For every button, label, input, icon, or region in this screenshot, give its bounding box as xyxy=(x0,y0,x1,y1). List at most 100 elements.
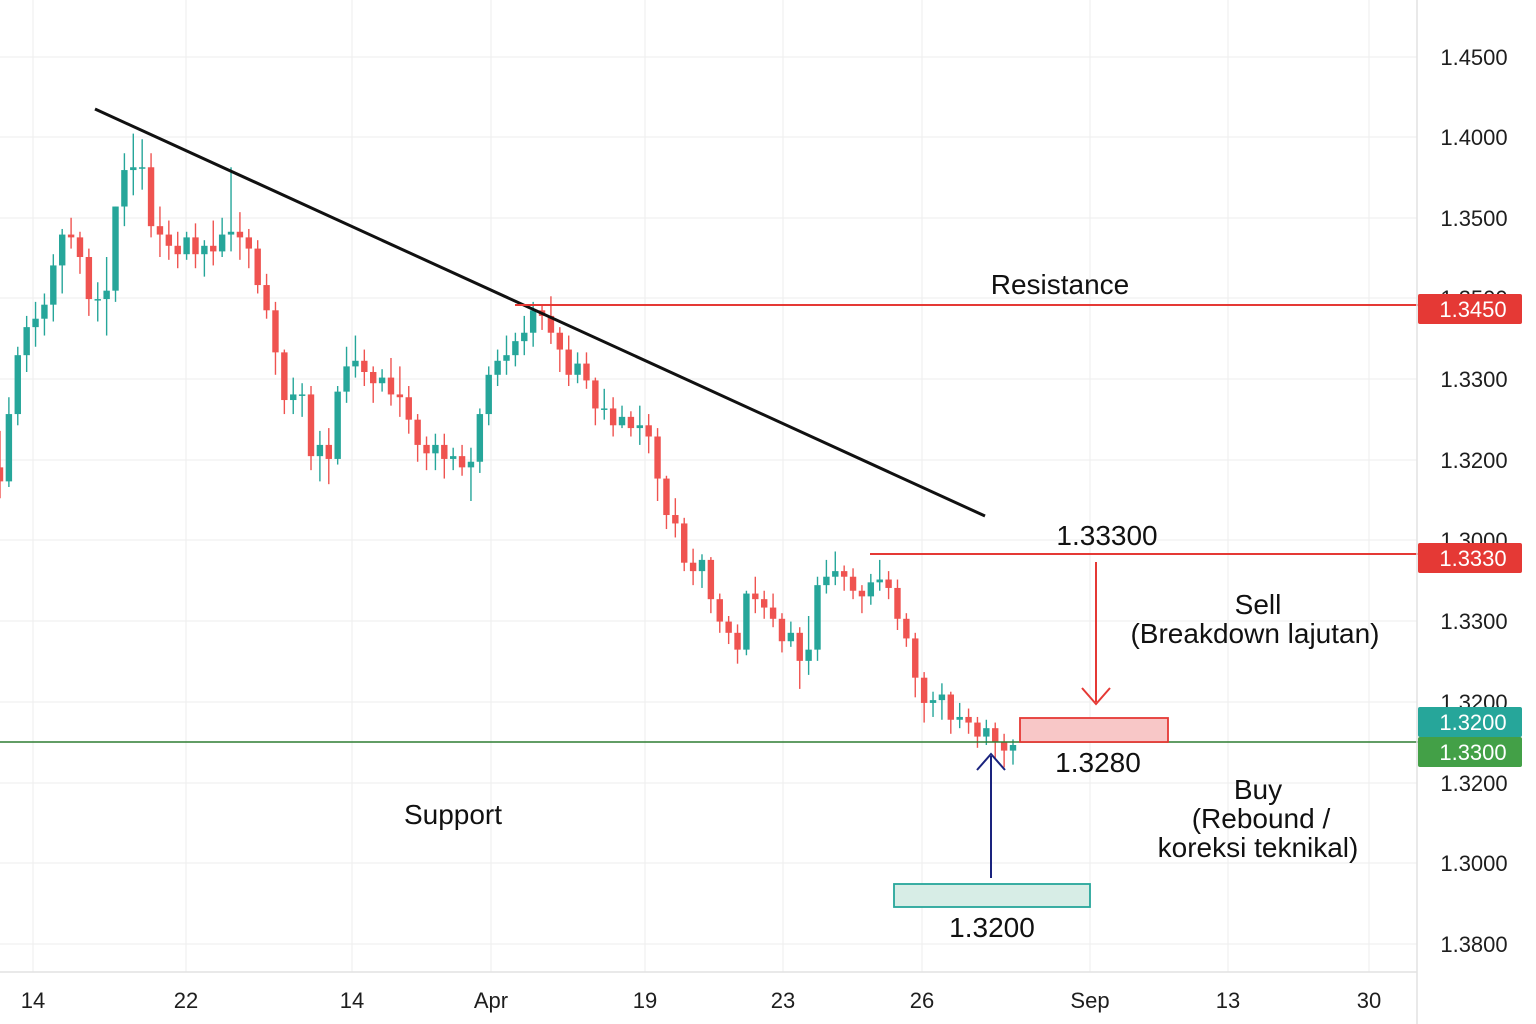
y-tick-label: 1.3300 xyxy=(1440,367,1507,392)
candle xyxy=(156,206,164,258)
candle xyxy=(5,397,13,487)
candle-body xyxy=(290,394,297,401)
candle xyxy=(769,593,777,628)
candle xyxy=(609,397,617,437)
x-axis: 14 22 14 Apr 19 23 26 Sep 13 30 xyxy=(21,988,1381,1013)
candle-body xyxy=(547,315,555,333)
candle xyxy=(0,430,4,499)
candle xyxy=(512,332,519,367)
candle-body xyxy=(858,590,866,597)
candle xyxy=(823,559,830,594)
candle-body xyxy=(992,728,999,743)
candle-body xyxy=(201,245,208,255)
candle-body xyxy=(334,391,341,459)
x-tick-label: 26 xyxy=(910,988,934,1013)
candle xyxy=(236,212,244,260)
candle-body xyxy=(272,310,279,353)
candle xyxy=(85,248,93,316)
candle-body xyxy=(707,559,715,600)
price-tag-bg xyxy=(1418,543,1522,573)
candle-body xyxy=(298,394,306,396)
candle xyxy=(1000,733,1008,768)
candle-body xyxy=(236,231,244,238)
candle xyxy=(992,722,999,760)
candle-body xyxy=(956,716,963,720)
candle xyxy=(227,167,235,252)
candle-body xyxy=(867,582,875,597)
x-tick-label: 19 xyxy=(633,988,657,1013)
candle xyxy=(894,579,901,631)
candle xyxy=(343,346,350,403)
candle-body xyxy=(485,374,492,415)
candle xyxy=(565,335,572,387)
candle-body xyxy=(743,593,750,650)
candle-body xyxy=(183,237,190,255)
candle-body xyxy=(103,290,110,300)
candle-body xyxy=(218,234,226,252)
candle-body xyxy=(583,363,590,381)
grid-lines xyxy=(0,0,1417,972)
candle-body xyxy=(0,467,4,482)
candle-body xyxy=(876,579,883,583)
candle xyxy=(601,388,608,420)
candle-body xyxy=(716,599,723,622)
candle xyxy=(147,153,155,238)
candle-body xyxy=(458,456,466,468)
candle xyxy=(76,231,84,274)
candle xyxy=(849,568,857,600)
candle xyxy=(432,433,439,471)
candle-body xyxy=(41,304,48,319)
candle-body xyxy=(423,444,430,454)
y-tick-label: 1.3200 xyxy=(1440,448,1507,473)
candle-body xyxy=(823,576,830,586)
candle-body xyxy=(912,638,919,678)
candle xyxy=(201,240,208,277)
candle xyxy=(796,627,803,689)
candle xyxy=(832,551,839,586)
candle xyxy=(654,428,661,502)
candle-body xyxy=(574,363,581,375)
candle-body xyxy=(14,355,21,415)
candle-body xyxy=(76,237,84,258)
candle-body xyxy=(467,461,475,468)
candle-body xyxy=(441,444,448,459)
y-tick-label: 1.3300 xyxy=(1440,609,1507,634)
candle-body xyxy=(378,377,386,384)
candle xyxy=(867,573,875,605)
candle-body xyxy=(325,444,332,459)
candle-body xyxy=(476,414,484,462)
candle xyxy=(183,231,190,260)
candle xyxy=(23,315,30,372)
candle xyxy=(14,346,21,426)
candle-body xyxy=(67,234,75,238)
candle-body xyxy=(281,352,288,401)
sell-title: Sell xyxy=(1235,589,1282,620)
candle xyxy=(698,554,706,588)
candle xyxy=(378,369,386,392)
candle xyxy=(956,702,963,729)
candle xyxy=(743,590,750,656)
candle xyxy=(307,386,315,471)
candle-body xyxy=(609,408,617,426)
candle-body xyxy=(627,416,635,429)
candle-body xyxy=(121,170,128,207)
candle-body xyxy=(832,571,839,577)
buy-detail-line1: (Rebound / xyxy=(1192,803,1331,834)
candle xyxy=(67,217,75,249)
candle-body xyxy=(689,562,697,572)
candle xyxy=(636,405,643,445)
candle xyxy=(778,613,786,653)
candle xyxy=(32,301,39,347)
candle-body xyxy=(165,234,173,246)
candle-body xyxy=(769,607,777,619)
candle-body xyxy=(672,515,679,524)
candle xyxy=(298,383,306,417)
candle-body xyxy=(654,436,661,479)
sell-arrow-head xyxy=(1081,687,1111,706)
candle xyxy=(254,240,261,294)
candle xyxy=(805,615,812,675)
candle-body xyxy=(343,366,350,392)
candle xyxy=(441,433,448,479)
candle-body xyxy=(254,248,261,286)
candle-body xyxy=(494,360,501,375)
